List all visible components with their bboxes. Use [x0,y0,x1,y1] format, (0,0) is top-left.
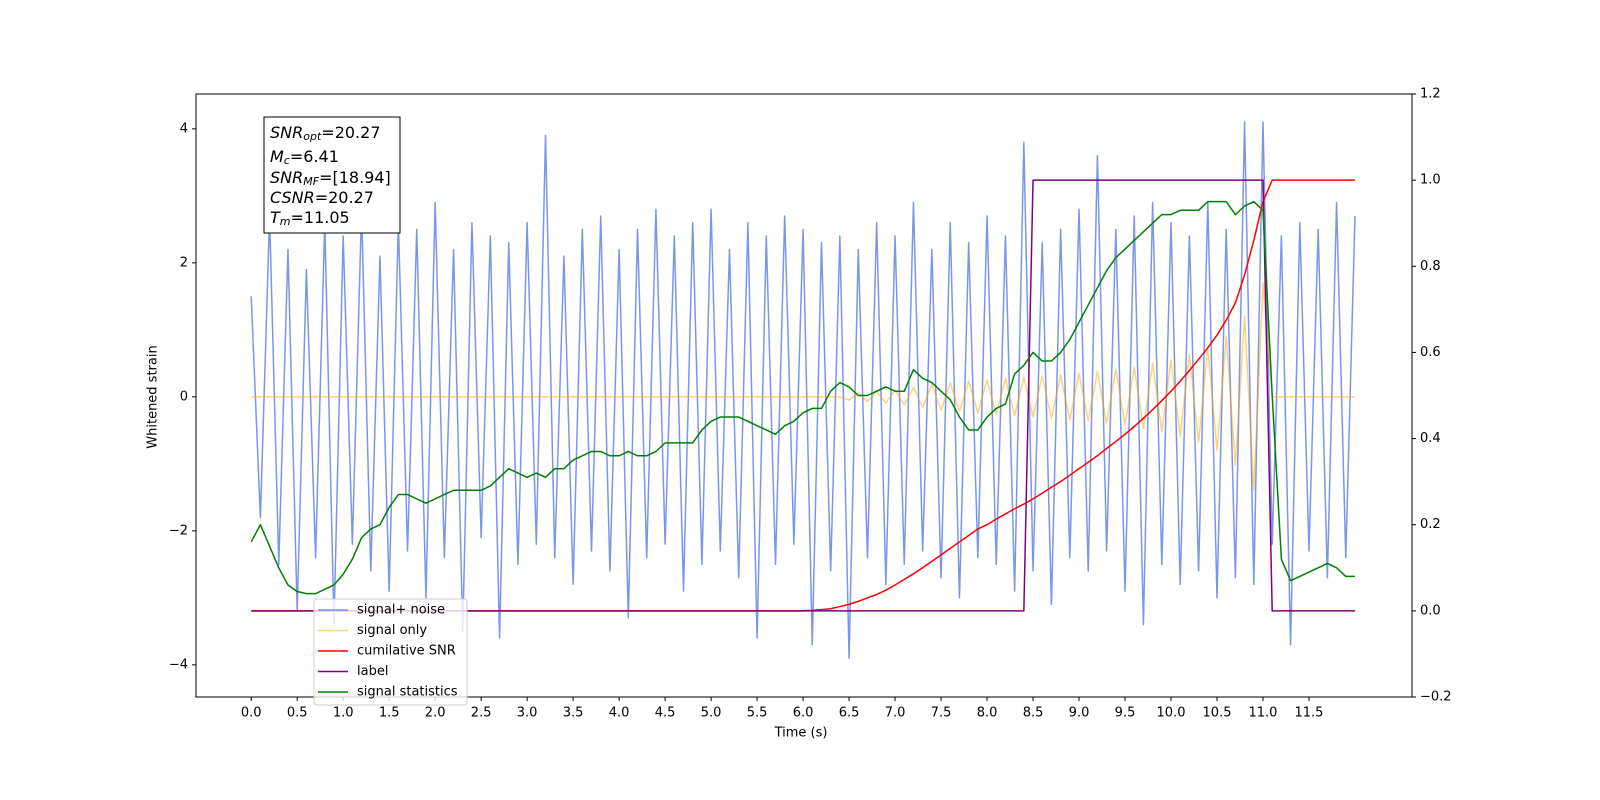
x-tick-label: 8.5 [1023,706,1044,721]
plot-frame [195,93,1413,698]
legend-box [313,598,468,706]
y-tick-label: 0 [180,389,188,404]
y2-tick-label: 1.0 [1420,173,1441,188]
x-tick-label: 4.0 [609,706,630,721]
x-tick-label: 0.0 [241,706,262,721]
y-tick-label: 2 [180,255,188,270]
legend-label: label [357,664,388,679]
y-tick-label: 4 [180,121,188,136]
annotation-sub: m [280,215,291,228]
y2-tick-label: 0.2 [1420,517,1441,532]
series-line [251,282,1355,492]
annotation-sub: c [284,154,290,167]
annotation-value: =11.05 [291,208,350,227]
x-tick-label: 6.5 [839,706,860,721]
x-tick-label: 11.5 [1295,706,1324,721]
x-tick-label: 7.5 [931,706,952,721]
y-axis-label: Whitened strain [146,345,161,448]
y2-tick-label: 0.8 [1420,259,1441,274]
series-line [250,200,1355,595]
annotation-text: CSNR=20.27 [270,188,374,207]
annotation-value: =[18.94] [319,168,391,187]
x-tick-label: 1.0 [333,706,354,721]
series-line [250,121,1356,659]
y-tick-label: −4 [169,657,188,672]
x-tick-label: 8.0 [977,706,998,721]
annotation-box [263,116,401,234]
x-tick-label: 3.5 [563,706,584,721]
annotation-name: T [270,208,281,227]
annotation-text: Tm=11.05 [270,208,350,229]
x-tick-label: 6.0 [793,706,814,721]
annotation-sub: opt [303,130,322,143]
annotation-name: CSNR [270,188,315,207]
x-tick-label: 3.0 [517,706,538,721]
x-tick-label: 9.5 [1115,706,1136,721]
legend-label: signal only [357,623,427,638]
x-tick-label: 0.5 [287,706,308,721]
x-tick-label: 9.0 [1069,706,1090,721]
x-tick-label: 5.5 [747,706,768,721]
annotation-text: SNRopt=20.27 [270,123,381,144]
annotation-text: Mc=6.41 [270,147,339,168]
annotation-text: SNRMF=[18.94] [270,168,391,189]
annotation-value: =6.41 [290,147,339,166]
y2-tick-label: 0.0 [1420,603,1441,618]
legend-label: signal+ noise [357,603,445,618]
x-tick-label: 5.0 [701,706,722,721]
x-tick-label: 11.0 [1249,706,1278,721]
y2-tick-label: 0.4 [1420,431,1441,446]
legend-label: signal statistics [357,685,458,700]
x-tick-label: 2.5 [471,706,492,721]
x-tick-label: 2.0 [425,706,446,721]
y2-tick-label: 1.2 [1420,87,1441,102]
x-tick-label: 1.5 [379,706,400,721]
annotation-name: SNR [270,123,303,142]
annotation-name: SNR [270,168,303,187]
annotation-value: =20.27 [315,188,374,207]
annotation-value: =20.27 [321,123,380,142]
y2-tick-label: 0.6 [1420,345,1441,360]
x-axis-label: Time (s) [774,726,828,741]
y2-tick-label: −0.2 [1420,690,1452,705]
y-tick-label: −2 [169,523,188,538]
x-tick-label: 10.0 [1157,706,1186,721]
x-tick-label: 10.5 [1203,706,1232,721]
annotation-sub: MF [303,175,319,188]
annotation-name: M [270,147,284,166]
x-tick-label: 7.0 [885,706,906,721]
legend-label: cumilative SNR [357,644,456,659]
x-tick-label: 4.5 [655,706,676,721]
